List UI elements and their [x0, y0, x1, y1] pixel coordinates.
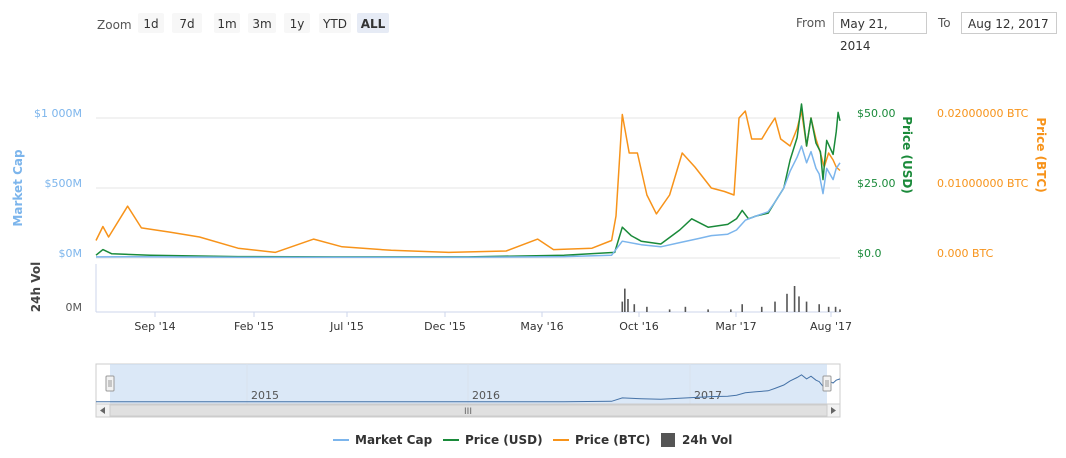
- volume-bar: [627, 299, 629, 312]
- volume-bar: [805, 301, 808, 312]
- navigator-year-label: 2015: [251, 389, 279, 402]
- x-tick-label: Mar '17: [715, 320, 756, 333]
- scroll-right-arrow-icon[interactable]: [831, 407, 836, 414]
- navigator-year-label: 2017: [694, 389, 722, 402]
- zoom-button-1y[interactable]: 1y: [284, 13, 310, 33]
- x-tick-label: Aug '17: [810, 320, 852, 333]
- handle-body[interactable]: [822, 375, 832, 392]
- scrollbar-grip[interactable]: III: [464, 407, 472, 417]
- zoom-button-1d[interactable]: 1d: [138, 13, 164, 33]
- price-btc-axis-title: Price (BTC): [1034, 117, 1048, 192]
- volume-bar: [668, 309, 671, 312]
- zoom-button-bg: [172, 13, 202, 33]
- zoom-button-1m[interactable]: 1m: [214, 13, 240, 33]
- volume-bar: [839, 309, 841, 312]
- zoom-button-label[interactable]: 7d: [179, 17, 194, 31]
- volume-bar: [834, 306, 837, 312]
- market-cap-tick-label: $1 000M: [34, 107, 82, 120]
- zoom-button-all[interactable]: ALL: [357, 13, 389, 33]
- volume-bar: [741, 304, 743, 312]
- price-usd-tick-label: $25.00: [857, 177, 896, 190]
- zoom-button-bg: [284, 13, 310, 33]
- price-btc-tick-label: 0.000 BTC: [937, 247, 994, 260]
- zoom-button-bg: [357, 13, 389, 33]
- price-usd-axis-title: Price (USD): [900, 116, 914, 194]
- market-cap-tick-label: $500M: [45, 177, 83, 190]
- zoom-button-7d[interactable]: 7d: [172, 13, 202, 33]
- zoom-button-ytd[interactable]: YTD: [319, 13, 351, 33]
- zoom-button-label[interactable]: 3m: [252, 17, 271, 31]
- zoom-button-label[interactable]: 1y: [290, 17, 305, 31]
- volume-bar: [633, 304, 636, 312]
- scrollbar-thumb[interactable]: [109, 404, 828, 417]
- volume-bar: [786, 293, 788, 312]
- to-label: To: [938, 16, 951, 30]
- scroll-left-arrow-icon[interactable]: [100, 407, 105, 414]
- from-label: From: [796, 16, 826, 30]
- zoom-button-bg: [138, 13, 164, 33]
- zoom-button-bg: [319, 13, 351, 33]
- volume-bar: [818, 304, 820, 312]
- x-tick-label: Dec '15: [424, 320, 466, 333]
- x-tick-label: Oct '16: [619, 320, 659, 333]
- volume-tick-label: 0M: [66, 301, 83, 314]
- zoom-label: Zoom: [97, 18, 132, 32]
- volume-bar: [621, 301, 624, 312]
- price-btc-tick-label: 0.02000000 BTC: [937, 107, 1029, 120]
- zoom-button-label[interactable]: ALL: [361, 17, 386, 31]
- price-usd-tick-label: $0.0: [857, 247, 882, 260]
- volume-bar: [624, 288, 626, 312]
- to-date-input[interactable]: Aug 12, 2017: [961, 12, 1057, 34]
- market-cap-tick-label: $0M: [59, 247, 83, 260]
- zoom-button-label[interactable]: 1d: [143, 17, 158, 31]
- series-line-market-cap: [95, 145, 841, 259]
- legend-item-price-btc[interactable]: Price (BTC): [553, 433, 650, 447]
- navigator-handle-left[interactable]: [105, 375, 115, 392]
- volume-bar: [760, 306, 763, 312]
- legend-label[interactable]: Market Cap: [355, 433, 433, 447]
- price-btc-tick-label: 0.01000000 BTC: [937, 177, 1029, 190]
- zoom-button-bg: [214, 13, 240, 33]
- zoom-button-bg: [248, 13, 276, 33]
- legend-label[interactable]: Price (BTC): [575, 433, 650, 447]
- handle-body[interactable]: [105, 375, 115, 392]
- market-cap-axis-title: Market Cap: [11, 149, 25, 227]
- volume-bar: [793, 286, 796, 312]
- zoom-button-label[interactable]: 1m: [217, 17, 236, 31]
- volume-bar: [707, 309, 709, 312]
- x-tick-label: Jul '15: [329, 320, 364, 333]
- price-usd-tick-label: $50.00: [857, 107, 896, 120]
- volume-bar: [798, 296, 800, 312]
- volume-axis-title: 24h Vol: [29, 262, 43, 312]
- zoom-button-label[interactable]: YTD: [322, 17, 347, 31]
- volume-bar: [646, 306, 648, 312]
- from-date-input[interactable]: May 21, 2014: [833, 12, 927, 53]
- series-line-price-btc: [95, 110, 841, 254]
- legend-symbol: [661, 433, 675, 447]
- volume-bar: [827, 306, 830, 312]
- legend-item-volume[interactable]: 24h Vol: [661, 433, 732, 447]
- legend-label[interactable]: Price (USD): [465, 433, 543, 447]
- zoom-button-3m[interactable]: 3m: [248, 13, 276, 33]
- legend-label[interactable]: 24h Vol: [682, 433, 732, 447]
- x-tick-label: May '16: [520, 320, 563, 333]
- legend-item-price-usd[interactable]: Price (USD): [443, 433, 543, 447]
- volume-bar: [684, 306, 687, 312]
- navigator-handle-right[interactable]: [822, 375, 832, 392]
- navigator-series-line: [96, 374, 841, 403]
- x-tick-label: Sep '14: [134, 320, 175, 333]
- navigator-year-label: 2016: [472, 389, 500, 402]
- legend-item-market-cap[interactable]: Market Cap: [333, 433, 433, 447]
- volume-bar: [730, 309, 732, 312]
- volume-bar: [774, 301, 776, 312]
- x-tick-label: Feb '15: [234, 320, 274, 333]
